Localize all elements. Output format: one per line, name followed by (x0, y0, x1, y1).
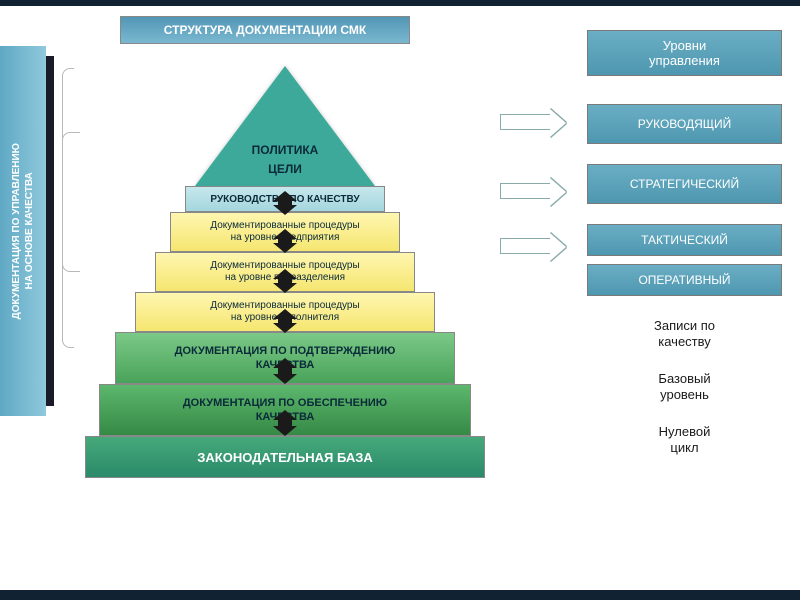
right-label-2: Базовый уровень (587, 371, 782, 402)
right-label-1-text: Записи по качеству (654, 318, 715, 349)
right-box-1: РУКОВОДЯЩИЙ (587, 104, 782, 144)
harrow-3 (500, 238, 552, 254)
apex-line1: ПОЛИТИКА (252, 143, 319, 157)
right-label-1: Записи по качеству (587, 318, 782, 349)
title-text: СТРУКТУРА ДОКУМЕНТАЦИИ СМК (164, 23, 366, 37)
right-box-2: СТРАТЕГИЧЕСКИЙ (587, 164, 782, 204)
right-header: Уровни управления (587, 30, 782, 76)
arrow-v-5 (278, 366, 292, 376)
arrow-v-1 (278, 199, 292, 207)
arrow-v-4 (278, 317, 292, 325)
arrow-v-6 (278, 418, 292, 428)
arrow-v-2 (278, 237, 292, 245)
right-label-2-text: Базовый уровень (658, 371, 710, 402)
right-box-1-text: РУКОВОДЯЩИЙ (638, 117, 732, 131)
pyramid: ПОЛИТИКА ЦЕЛИ РУКОВОДСТВО ПО КАЧЕСТВУ До… (85, 66, 485, 586)
harrow-1 (500, 114, 552, 130)
right-box-4: ОПЕРАТИВНЫЙ (587, 264, 782, 296)
arrow-v-3 (278, 277, 292, 285)
sidebar-text: ДОКУМЕНТАЦИЯ ПО УПРАВЛЕНИЮ НА ОСНОВЕ КАЧ… (10, 143, 36, 319)
level-7-text: ЗАКОНОДАТЕЛЬНАЯ БАЗА (197, 450, 373, 465)
harrow-2 (500, 183, 552, 199)
right-label-3: Нулевой цикл (587, 424, 782, 455)
sidebar-line1: ДОКУМЕНТАЦИЯ ПО УПРАВЛЕНИЮ (11, 143, 22, 319)
right-box-3-text: ТАКТИЧЕСКИЙ (641, 233, 728, 247)
right-panel: Уровни управления РУКОВОДЯЩИЙ СТРАТЕГИЧЕ… (587, 30, 782, 456)
sidebar-line2: НА ОСНОВЕ КАЧЕСТВА (24, 172, 35, 289)
title-box: СТРУКТУРА ДОКУМЕНТАЦИИ СМК (120, 16, 410, 44)
right-label-3-text: Нулевой цикл (659, 424, 711, 455)
apex-text: ПОЛИТИКА ЦЕЛИ (215, 141, 355, 179)
right-header-text: Уровни управления (649, 38, 720, 68)
apex-line2: ЦЕЛИ (268, 162, 302, 176)
right-box-2-text: СТРАТЕГИЧЕСКИЙ (630, 177, 739, 191)
left-sidebar: ДОКУМЕНТАЦИЯ ПО УПРАВЛЕНИЮ НА ОСНОВЕ КАЧ… (0, 46, 46, 416)
right-box-4-text: ОПЕРАТИВНЫЙ (638, 273, 730, 287)
dark-strip (46, 56, 54, 406)
right-box-3: ТАКТИЧЕСКИЙ (587, 224, 782, 256)
level-7: ЗАКОНОДАТЕЛЬНАЯ БАЗА (85, 436, 485, 478)
bracket-outer (62, 68, 74, 348)
